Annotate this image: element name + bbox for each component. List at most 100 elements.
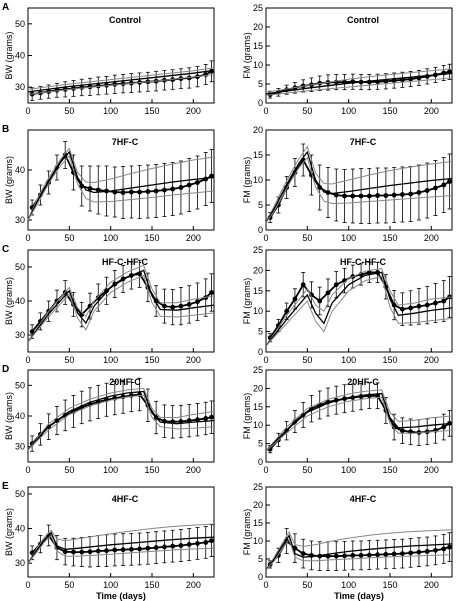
panel-9-data-point [120, 547, 126, 553]
panel-2-xtick-label: 0 [263, 106, 268, 116]
panel-4-data-point [433, 185, 438, 191]
panel-9-data-point [203, 539, 209, 545]
panel-3-data-point [153, 188, 159, 194]
panel-4-data-point [441, 182, 447, 188]
panel-6-data-point [325, 290, 331, 296]
panel-4-data-point [383, 193, 389, 198]
panel-7-xtick-label: 100 [103, 465, 118, 475]
panel-6-observed-line [269, 271, 451, 339]
panel-4-xtick-label: 50 [302, 233, 312, 243]
panel-9-data-point [137, 546, 143, 552]
panel-4-data-point [350, 193, 356, 199]
panel-1-model_mean-line [27, 69, 215, 93]
panel-8-ytick-label: 0 [258, 457, 263, 467]
panel-3-model_mean-line [27, 150, 215, 221]
panel-5-title: HF-C-HF-C [102, 257, 148, 267]
panel-4-ytick-label: 15 [253, 150, 263, 160]
panel-5-data-point [162, 303, 167, 309]
panel-5-model_upper-line [27, 264, 215, 343]
panel-1-title: Control [109, 15, 141, 25]
panel-4-ytick-label: 0 [258, 225, 263, 235]
panel-10-data-point [408, 550, 414, 556]
panel-10-xtick-label: 200 [424, 580, 439, 590]
panel-4-ytick-label: 10 [253, 175, 263, 185]
panel-5-data-point [95, 295, 101, 300]
panel-7-data-point [195, 417, 200, 423]
panel-5-ytick-label: 30 [15, 330, 25, 340]
panel-6-data-point [366, 270, 372, 275]
panel-7-title: 20HF-C [109, 377, 141, 387]
panel-10-ytick-label: 20 [253, 500, 263, 510]
panel-3-xtick-label: 150 [144, 233, 159, 243]
panel-8-ytick-label: 5 [258, 439, 263, 449]
panel-7-model_lower-line [27, 394, 215, 451]
panel-8-xtick-label: 200 [424, 465, 439, 475]
panel-7-ytick-label: 50 [15, 380, 25, 390]
panel-10-model_mean-line [265, 534, 453, 571]
panel-10-data-point [400, 551, 405, 556]
panel-1-ylabel: BW (grams) [4, 32, 14, 80]
panel-8-model_lower-line [265, 396, 453, 452]
panel-9-data-point [186, 542, 192, 547]
panel-4-model_lower-line [265, 156, 453, 223]
panel-5-ytick-label: 40 [15, 296, 25, 306]
panel-6-ytick-label: 25 [253, 245, 263, 255]
panel-2-title: Control [347, 15, 379, 25]
panel-4-data-point [447, 179, 452, 184]
panel-6-ytick-label: 20 [253, 265, 263, 275]
panel-9-xlabel: Time (days) [96, 591, 146, 601]
panel-8-data-point [400, 428, 405, 434]
panel-8-ytick-label: 25 [253, 365, 263, 375]
panel-6-data-point [333, 282, 339, 288]
panel-9-data-point [62, 549, 68, 555]
panel-10-data-point [350, 553, 356, 558]
panel-10-data-point [383, 551, 389, 557]
panel-9-xtick-label: 0 [25, 580, 30, 590]
panel-9-title: 4HF-C [112, 494, 139, 504]
panel-1-data-point [62, 86, 68, 92]
panel-10-ytick-label: 15 [253, 518, 263, 528]
panel-10-frame [265, 486, 453, 578]
panel-2-model_lower-line [265, 77, 453, 96]
panel-6-data-point [441, 298, 447, 304]
panel-8-model_upper-line [265, 389, 453, 452]
panel-3-data-point [186, 182, 192, 188]
panel-9-data-point [112, 547, 118, 553]
panel-10-data-point [416, 549, 422, 555]
panel-1-xtick-label: 0 [25, 106, 30, 116]
panel-10-data-point [333, 553, 339, 559]
panel-3-data-point [178, 185, 184, 190]
panel-10-ytick-label: 0 [258, 572, 263, 582]
panel-1-ytick-label: 30 [15, 82, 25, 92]
panel-3-ytick-label: 30 [15, 215, 25, 225]
panel-5-data-point [209, 290, 214, 295]
panel-4-ylabel: FM (grams) [242, 157, 252, 204]
panel-1-row-label: A [2, 2, 9, 13]
panel-2: 0 50 100 150 200 0 5 10 15 20 25 FM (grams) Control [242, 3, 453, 116]
panel-5-ylabel: BW (grams) [4, 277, 14, 325]
panel-3-data-point [170, 186, 176, 192]
panel-6-ytick-label: 10 [253, 306, 263, 316]
panel-9-data-point [145, 545, 151, 551]
panel-10-observed-line [269, 539, 450, 566]
panel-7-ylabel: BW (grams) [4, 392, 14, 440]
panel-2-ytick-label: 15 [253, 41, 263, 51]
panel-6-data-point [284, 308, 290, 314]
panel-3-frame [27, 129, 215, 231]
panel-6-data-point [433, 300, 438, 306]
panel-8-ylabel: FM (grams) [242, 393, 252, 440]
panel-4-model_upper-line [265, 145, 453, 223]
panel-9-data-point [104, 548, 109, 554]
panel-10-xtick-label: 100 [341, 580, 356, 590]
panel-3-data-point [95, 187, 101, 193]
panel-4-title: 7HF-C [350, 137, 377, 147]
panel-1-data-point [71, 86, 76, 91]
panel-4: 0 50 100 150 200 0 5 10 15 20 FM (grams) 7HF-C [242, 125, 453, 243]
panel-5-ytick-label: 50 [15, 262, 25, 272]
panel-1-xtick-label: 150 [144, 106, 159, 116]
panel-7-ytick-label: 40 [15, 411, 25, 421]
